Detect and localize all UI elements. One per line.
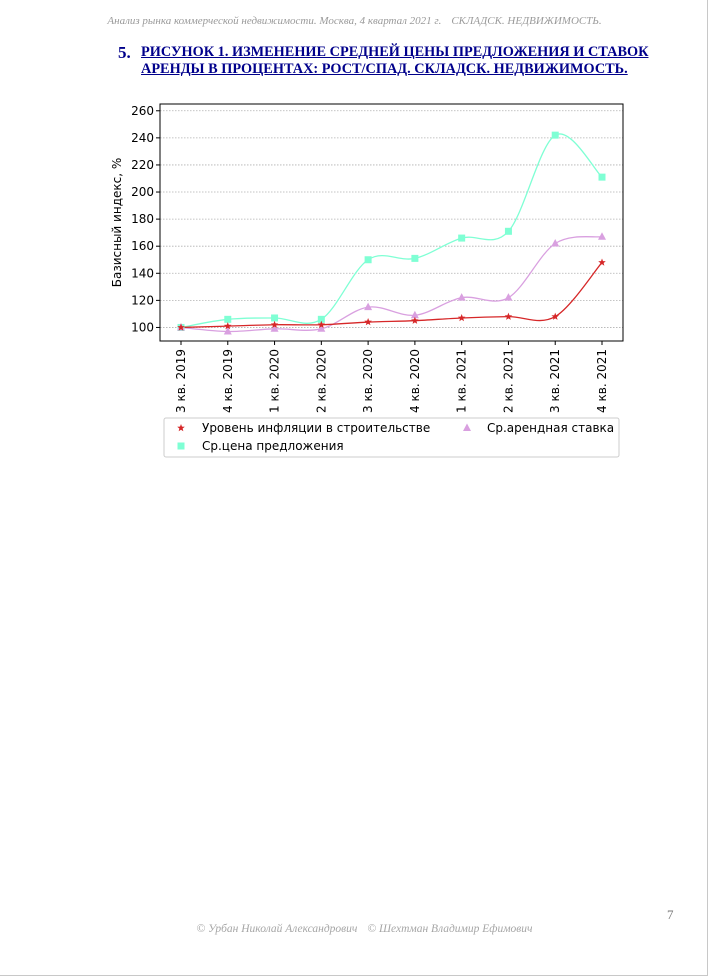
data-point-star: [223, 322, 232, 330]
legend-box: [163, 417, 620, 458]
data-point-triangle: [504, 293, 513, 301]
legend-label: Уровень инфляции в строительстве: [202, 421, 430, 435]
data-point-square: [504, 227, 512, 235]
x-tick-label: 3 кв. 2019: [174, 349, 188, 413]
data-point-triangle: [457, 293, 466, 301]
data-point-square: [458, 234, 466, 242]
data-point-square: [411, 254, 419, 262]
data-point-star: [598, 258, 606, 266]
series-line-1: [180, 236, 603, 333]
page-number: 7: [667, 907, 674, 922]
x-tick-label: 1 кв. 2021: [455, 349, 469, 413]
x-tick-label: 4 кв. 2021: [595, 349, 609, 413]
footer-author-1: © Урбан Николай Александрович: [196, 923, 358, 935]
data-point-square: [598, 173, 606, 181]
footer: © Урбан Николай Александрович © Шехтман В…: [0, 923, 709, 935]
data-point-square: [271, 314, 279, 322]
y-tick-label: 220: [131, 158, 154, 172]
y-tick-label: 140: [131, 266, 154, 280]
data-point-star: [457, 313, 466, 322]
x-tick-label: 2 кв. 2021: [501, 349, 515, 413]
x-tick-label: 1 кв. 2020: [268, 349, 282, 413]
x-tick-label: 3 кв. 2020: [361, 349, 375, 413]
data-point-triangle: [364, 302, 373, 311]
data-point-star: [317, 320, 326, 328]
plot-frame: [159, 103, 624, 342]
y-axis-label: Базисный индекс, %: [110, 158, 124, 288]
running-header-right: СКЛАДСК. НЕДВИЖИМОСТЬ.: [451, 15, 602, 27]
x-tick-label: 4 кв. 2019: [221, 349, 235, 413]
y-tick-label: 240: [131, 131, 154, 145]
series-line-2: [180, 133, 603, 329]
data-point-triangle: [598, 232, 606, 240]
data-point-square: [551, 131, 559, 139]
legend-label: Ср.арендная ставка: [487, 421, 614, 435]
data-point-star: [504, 312, 513, 320]
data-point-star: [177, 323, 185, 331]
series-line-0: [180, 262, 603, 329]
data-point-triangle: [223, 327, 232, 335]
data-point-star: [551, 312, 560, 320]
running-header-left: Анализ рынка коммерческой недвижимости. …: [107, 15, 442, 27]
x-tick-label: 4 кв. 2020: [408, 349, 422, 413]
running-header: Анализ рынка коммерческой недвижимости. …: [0, 15, 709, 27]
y-tick-label: 120: [131, 293, 154, 307]
data-point-square: [364, 256, 372, 264]
legend-marker-triangle: [463, 423, 471, 431]
x-tick-label: 3 кв. 2021: [548, 349, 562, 413]
y-tick-label: 160: [131, 239, 154, 253]
legend-label: Ср.цена предложения: [202, 439, 344, 453]
y-tick-label: 100: [131, 320, 154, 334]
footer-author-2: © Шехтман Владимир Ефимович: [367, 923, 533, 935]
x-tick-label: 2 кв. 2020: [314, 349, 328, 413]
y-tick-label: 260: [131, 104, 154, 118]
data-point-square: [317, 315, 325, 323]
data-point-triangle: [270, 324, 279, 332]
y-tick-label: 200: [131, 185, 154, 199]
y-tick-label: 180: [131, 212, 154, 226]
data-point-triangle: [410, 310, 419, 319]
chart: 100 120 140 160 180 200 220 240 260 3 кв. 2019 4 к…: [110, 103, 624, 458]
data-point-star: [364, 318, 372, 326]
data-point-star: [411, 316, 419, 324]
data-point-triangle: [551, 238, 560, 247]
data-point-star: [270, 320, 279, 328]
data-point-triangle: [317, 324, 326, 332]
legend-marker-square: [177, 442, 185, 450]
figure-number: 5.: [118, 43, 131, 62]
data-point-square: [224, 315, 232, 323]
figure-title[interactable]: Рисунок 1. Изменение средней цены предло…: [141, 44, 649, 77]
legend-marker-star: [177, 424, 185, 432]
